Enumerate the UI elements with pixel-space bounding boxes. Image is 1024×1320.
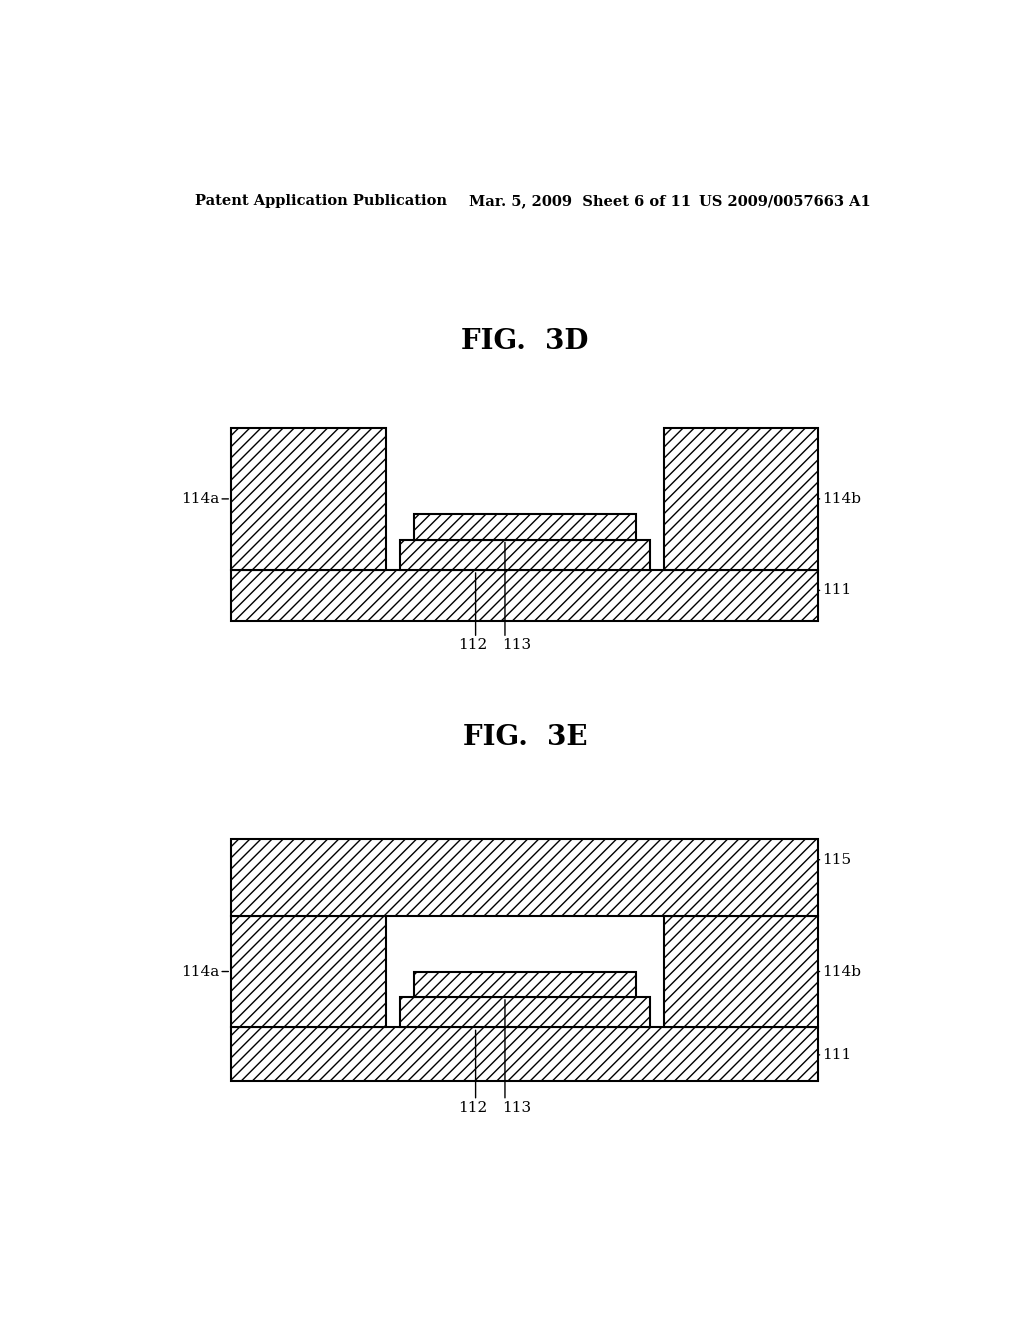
Text: 114b: 114b <box>822 492 861 506</box>
Bar <box>399 540 650 570</box>
Text: 114b: 114b <box>822 965 861 978</box>
Bar <box>414 972 636 997</box>
Text: 115: 115 <box>822 853 852 867</box>
Text: 113: 113 <box>503 638 531 652</box>
Bar <box>231 570 818 620</box>
Text: FIG.  3E: FIG. 3E <box>463 725 587 751</box>
Bar <box>231 916 386 1027</box>
Bar <box>664 428 818 570</box>
Bar <box>399 997 650 1027</box>
Bar <box>414 515 636 540</box>
Text: 111: 111 <box>822 583 852 598</box>
Bar <box>664 916 818 1027</box>
Text: Mar. 5, 2009  Sheet 6 of 11: Mar. 5, 2009 Sheet 6 of 11 <box>469 194 691 209</box>
Bar <box>231 1027 818 1081</box>
Text: US 2009/0057663 A1: US 2009/0057663 A1 <box>699 194 871 209</box>
Bar <box>231 840 818 916</box>
Text: 114a: 114a <box>181 965 219 978</box>
Text: 111: 111 <box>822 1048 852 1061</box>
Text: 113: 113 <box>503 1101 531 1114</box>
Text: 112: 112 <box>459 1101 487 1114</box>
Text: 114a: 114a <box>181 492 219 506</box>
Text: Patent Application Publication: Patent Application Publication <box>196 194 447 209</box>
Text: 112: 112 <box>459 638 487 652</box>
Text: FIG.  3D: FIG. 3D <box>461 327 589 355</box>
Bar <box>231 428 386 570</box>
